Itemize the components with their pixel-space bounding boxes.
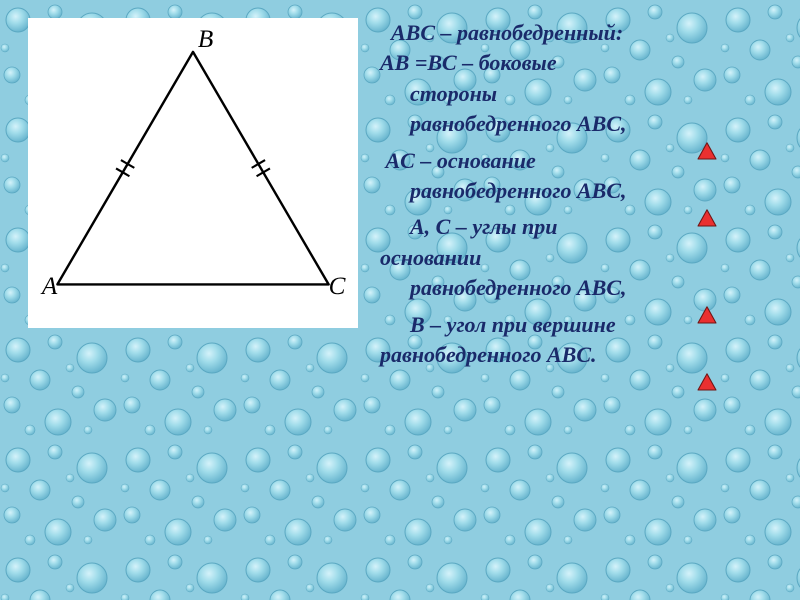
- slide-content: A B C . ABC – равнобедренный: AB =BC – бок…: [0, 0, 800, 600]
- triangle-figure: A B C: [28, 18, 358, 328]
- line-base-1: AC – основание: [380, 148, 780, 174]
- line-base-angles-3: равнобедренного ABC,: [380, 275, 780, 301]
- line-base-angles-2: основании: [380, 245, 780, 271]
- svg-text:B: B: [198, 26, 213, 53]
- line-title: . ABC – равнобедренный:: [380, 20, 780, 46]
- line-apex-angle-2: равнобедренного ABC.: [380, 342, 780, 368]
- line-sides-2: стороны: [380, 81, 780, 107]
- svg-text:A: A: [40, 273, 58, 300]
- definitions-text: . ABC – равнобедренный: AB =BC – боковые…: [358, 18, 780, 580]
- line-base-angles-1: A, C – углы при: [380, 214, 780, 240]
- svg-text:C: C: [329, 273, 347, 300]
- triangle-icon: [696, 372, 718, 392]
- line-sides-3: равнобедренного ABC,: [380, 111, 780, 137]
- line-base-2: равнобедренного ABC,: [380, 178, 780, 204]
- line-sides-1: AB =BC – боковые: [380, 50, 780, 76]
- line-apex-angle-1: B – угол при вершине: [380, 312, 780, 338]
